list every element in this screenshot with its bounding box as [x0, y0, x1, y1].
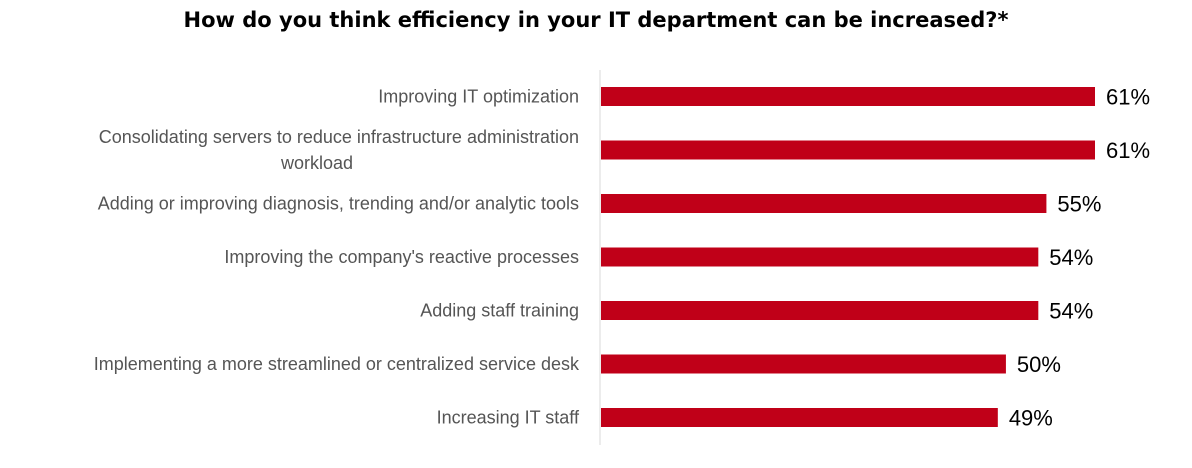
- bar: [601, 247, 1039, 267]
- category-label: Improving IT optimization: [378, 87, 579, 107]
- data-label: 61%: [1106, 85, 1150, 110]
- category-label: Adding or improving diagnosis, trending …: [98, 194, 579, 214]
- bar: [601, 140, 1095, 160]
- bar: [601, 354, 1006, 374]
- category-label: Consolidating servers to reduce infrastr…: [99, 127, 579, 147]
- data-label: 55%: [1057, 192, 1101, 217]
- category-label: Increasing IT staff: [437, 408, 580, 428]
- data-label: 49%: [1009, 406, 1053, 431]
- chart-title: How do you think efficiency in your IT d…: [183, 8, 1009, 32]
- bar: [601, 408, 998, 427]
- bar: [601, 87, 1095, 106]
- data-label: 61%: [1106, 138, 1150, 163]
- category-label: workload: [280, 153, 353, 173]
- category-label: Adding staff training: [420, 301, 579, 321]
- data-label: 54%: [1049, 245, 1093, 270]
- category-label: Implementing a more streamlined or centr…: [94, 354, 580, 374]
- category-label: Improving the company's reactive process…: [224, 247, 579, 267]
- bar: [601, 194, 1047, 213]
- bar: [601, 301, 1039, 320]
- data-label: 54%: [1049, 299, 1093, 324]
- data-label: 50%: [1017, 352, 1061, 377]
